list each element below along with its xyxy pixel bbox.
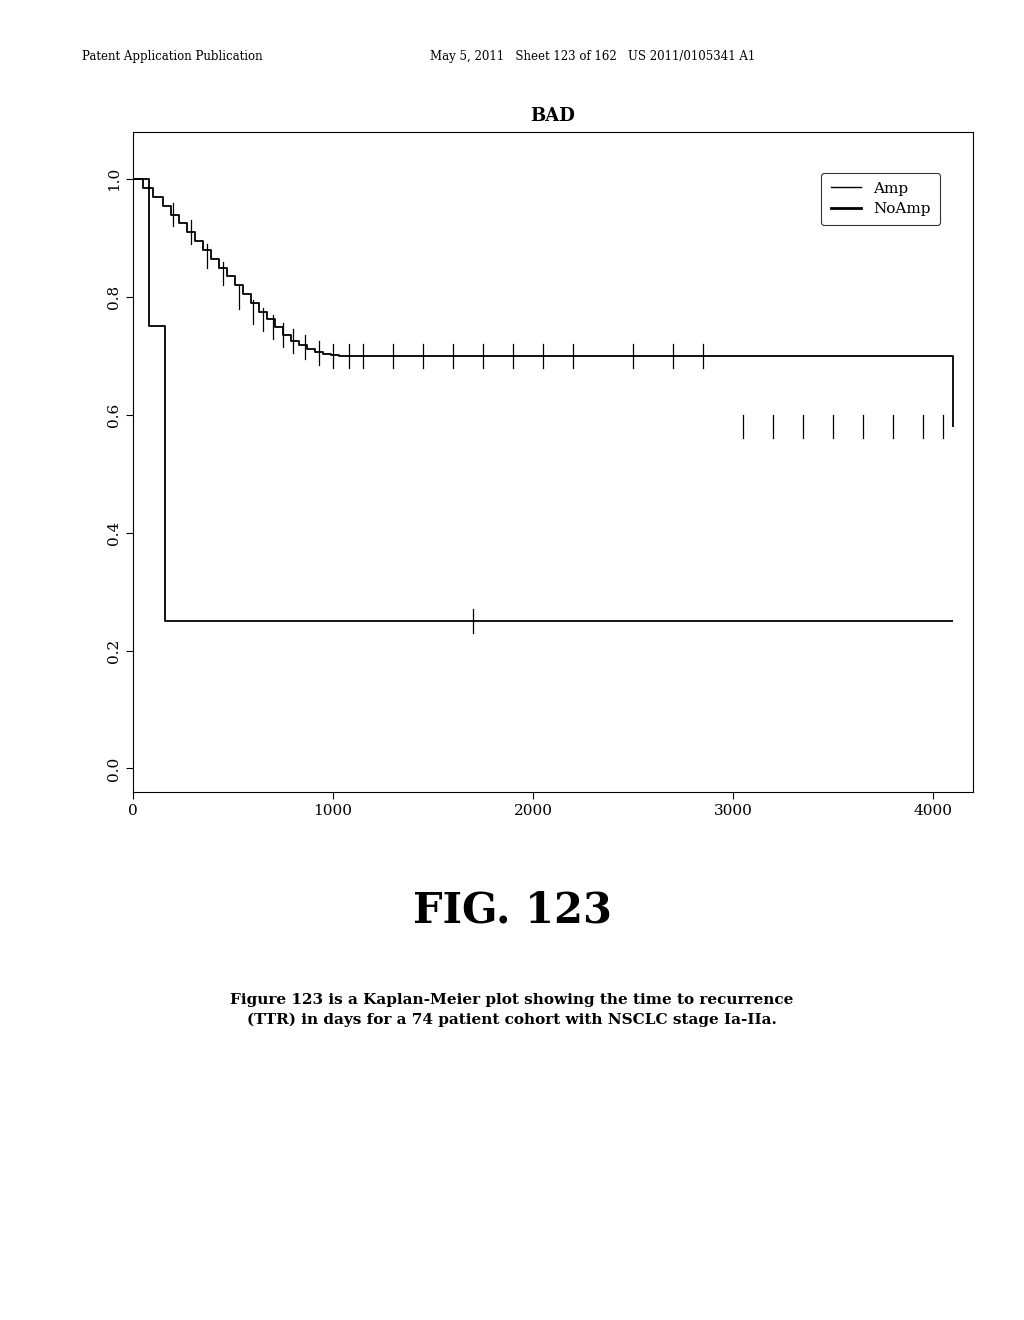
Text: Figure 123 is a Kaplan-Meier plot showing the time to recurrence
(TTR) in days f: Figure 123 is a Kaplan-Meier plot showin… [230,993,794,1027]
Text: Patent Application Publication: Patent Application Publication [82,50,262,63]
Text: FIG. 123: FIG. 123 [413,890,611,932]
Title: BAD: BAD [530,107,575,125]
Text: May 5, 2011   Sheet 123 of 162   US 2011/0105341 A1: May 5, 2011 Sheet 123 of 162 US 2011/010… [430,50,756,63]
Legend: Amp, NoAmp: Amp, NoAmp [821,173,940,226]
